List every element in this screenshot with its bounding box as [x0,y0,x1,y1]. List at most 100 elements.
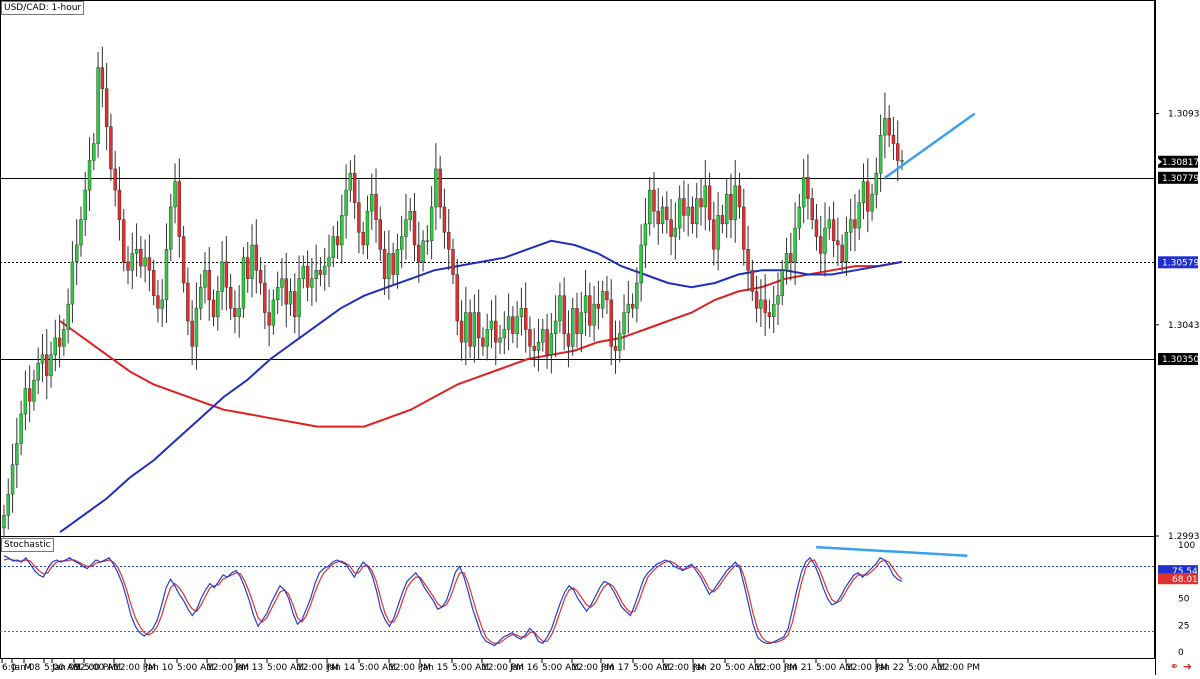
candle-body [707,185,712,220]
candle-body [378,219,383,250]
candle-body [801,177,806,208]
trendlines[interactable] [884,112,976,179]
moving-averages [59,239,903,534]
time-tick-label: 12:00 PM [572,663,614,673]
candle-body [553,320,558,334]
candle-body [15,443,19,465]
candle-body [53,337,58,355]
candle-body [36,363,40,381]
candle-body [789,253,793,263]
ma100-line [59,239,903,534]
candle-body [793,227,797,263]
candle-body [70,261,75,305]
candle-body [177,181,182,237]
candle-body [391,253,395,275]
candle-body [682,198,686,216]
candle-body [280,278,284,288]
stoch-value-label: 75.54 [1172,567,1198,577]
stoch-tick-label: 0 [1178,648,1184,658]
candle-body [759,299,763,309]
time-tick-label: 12:00 PM [846,663,888,673]
link-icon[interactable]: ⚭ [1169,660,1179,673]
time-tick-label: 12:00 PM [938,663,980,673]
time-tick-label: Jan 20 [692,663,721,673]
candle-body [126,261,130,271]
candle-body [186,282,190,322]
candle-body [827,219,832,229]
candle-body [613,346,618,351]
candle-body [96,67,100,144]
candle-body [40,354,45,364]
candle-body [32,379,36,402]
candle-body [712,219,716,250]
candle-body [494,320,498,343]
candle-body [318,270,323,275]
candle-body [866,181,870,212]
candle-body [254,244,258,271]
time-tick-label: 12:00 PM [114,663,156,673]
candle-body [263,282,267,313]
price-label-box [1158,353,1198,366]
arrow-right-icon[interactable]: ➜ [1182,660,1192,673]
time-tick-label: 5:00 AM [542,663,579,673]
candle-body [831,219,836,241]
candle-body [181,236,186,284]
candle-body [618,333,622,351]
candle-body [519,308,524,317]
candle-body [887,118,891,136]
candle-body [408,210,412,220]
stoch-value-label: 68.01 [1172,575,1198,585]
time-tick-label: 5:00 AM [267,663,304,673]
candle-body [151,270,156,296]
candle-body [57,337,62,347]
time-tick-label: Jan 15 [419,663,448,673]
candle-body [211,299,216,317]
candle-body [635,282,639,309]
candle-body [258,270,263,284]
candle-body [66,303,70,330]
candle-body [156,295,160,309]
footer-icons: ⚭ ➜ [1166,660,1192,673]
candle-body [848,219,853,233]
candle-body [660,206,665,225]
candle-body [870,194,874,212]
candle-body [224,261,229,288]
candle-body [297,278,301,317]
price-label-box [1158,155,1198,168]
candle-body [62,329,66,347]
time-tick-label: Jan 13 [234,663,263,673]
candle-body [310,278,314,288]
candle-body [853,219,857,229]
candle-body [861,181,866,203]
candle-body [720,215,725,225]
candle-body [429,206,434,241]
candle-body [609,299,613,347]
candle-body [836,240,840,246]
candle-body [742,206,746,250]
candle-body [352,172,357,203]
candle-body [357,202,361,233]
candle-body [746,249,750,271]
candle-body [648,189,652,225]
candle-body [583,295,588,313]
time-tick-label: 5:00 AM [816,663,853,673]
candle-body [220,261,224,292]
candle-body [677,198,682,229]
candle-body [819,236,823,254]
candle-body [673,227,678,237]
stoch-value-box [1158,565,1198,577]
candle-body [737,185,742,208]
candle-body [780,270,784,296]
stoch-k-line [3,555,903,647]
candle-body [532,346,536,351]
candle-body [447,232,451,250]
candle-body [348,172,353,191]
candle-body [763,299,767,313]
candle-body [900,160,904,162]
candle-body [190,320,194,347]
time-tick-label: 5:00 AM [84,663,121,673]
candle-body [776,295,780,305]
